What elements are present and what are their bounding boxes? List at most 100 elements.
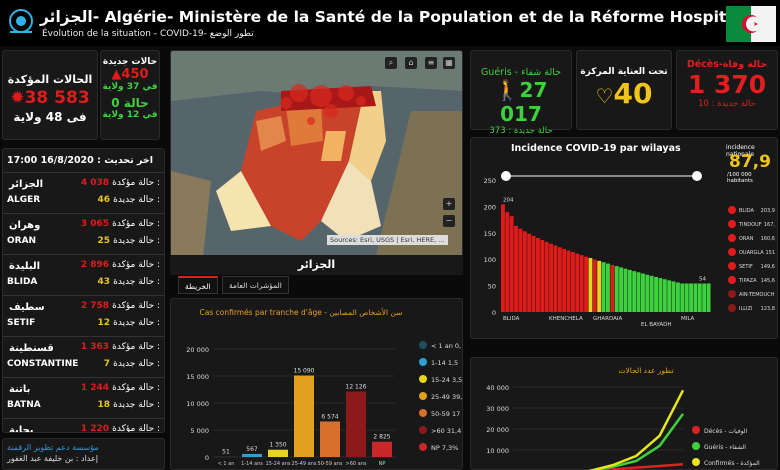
legend-swatch — [728, 276, 736, 284]
wilaya-row[interactable]: باتنة BATNA 1 244 حالة مؤكدة : 18 حالة جديد… — [3, 378, 164, 419]
legend-swatch — [728, 234, 736, 242]
age-bar-value: 12 126 — [346, 384, 367, 391]
incidence-bar — [667, 280, 672, 312]
incidence-bar — [684, 283, 689, 312]
home-icon[interactable]: ⌂ — [405, 57, 417, 69]
incidence-bar — [501, 204, 505, 312]
bar-value-label: 204 — [503, 197, 514, 203]
range-slider-handle-left — [501, 171, 511, 181]
y-tick-label: 20 000 — [186, 346, 209, 354]
incidence-bar — [654, 276, 658, 312]
wilaya-row[interactable]: قسنطينة CONSTANTINE 1 363 حالة مؤكدة : 7 حا… — [3, 337, 164, 378]
x-tick-label: KHENCHELA — [549, 316, 583, 322]
legend-swatch — [728, 304, 736, 312]
incidence-bar — [689, 283, 693, 312]
incidence-bar — [536, 237, 540, 312]
legend-swatch — [419, 358, 427, 366]
incidence-legend-name: TIPAZA — [738, 278, 757, 284]
map-view[interactable]: ⌕ ⌂ ≡ ▦ + − Sources: Esri, USGS | Esri, … — [170, 50, 463, 275]
zoom-out-icon[interactable]: − — [443, 215, 455, 227]
incidence-bar — [645, 274, 650, 312]
wilaya-name-ar: البليدة — [9, 261, 41, 272]
zoom-in-icon[interactable]: + — [443, 198, 455, 210]
legend-swatch — [419, 341, 427, 349]
tab-indicators[interactable]: المؤشرات العامة — [222, 276, 289, 294]
y-tick-label: 50 — [488, 283, 496, 291]
age-legend-label: 1-14 1,5 — [431, 359, 458, 367]
y-tick-label: 15 000 — [186, 373, 209, 381]
incidence-legend-value: 167, — [764, 222, 776, 228]
wilaya-list[interactable]: اخر تحديث : 16/8/2020 17:00 الجزائر ALGER… — [2, 148, 165, 433]
age-bar — [320, 421, 340, 457]
incidence-bar — [588, 258, 593, 312]
wilaya-row[interactable]: بجايةBEJAIA1 220 حالة مؤكدة : — [3, 419, 164, 432]
evolution-legend-label: Décès - الوفيات — [704, 428, 748, 435]
legend-swatch — [692, 426, 700, 434]
incidence-bar — [706, 283, 711, 312]
confirmed-label: الحالات المؤكدة — [7, 73, 93, 86]
wilaya-confirmed-value: 4 038 — [80, 178, 113, 188]
deaths-value: 1 370 — [687, 70, 767, 99]
incidence-legend-value: 203,9 — [761, 208, 775, 214]
wilaya-confirmed: 1 363 حالة مؤكدة : — [81, 342, 160, 352]
wilaya-name-ar: باتنة — [9, 384, 31, 395]
incidence-bar — [566, 250, 571, 312]
wilaya-row[interactable]: سطيف SETIF 2 758 حالة مؤكدة : 12 حالة جديدة… — [3, 296, 164, 337]
y-tick-label: 250 — [484, 177, 496, 185]
wilaya-new-value: 12 — [97, 318, 114, 328]
y-tick-label: 10 000 — [486, 447, 509, 455]
wilaya-row[interactable]: وهران ORAN 3 065 حالة مؤكدة : 25 حالة جديدة… — [3, 214, 164, 255]
wilaya-new-value: 7 — [103, 359, 114, 369]
last-update: اخر تحديث : 16/8/2020 17:00 — [3, 149, 164, 173]
algeria-flag-icon — [726, 6, 776, 42]
incidence-bar — [680, 283, 685, 312]
wilaya-new: 7 حالة جديدة : — [104, 359, 160, 369]
incidence-legend-name: SETIF — [739, 264, 753, 270]
incidence-legend-value: 151 — [765, 250, 775, 256]
incidence-bar — [522, 231, 527, 312]
credits: مؤسسة دعم تطوير الرقمنة إعداد : بن خليفة… — [2, 438, 165, 470]
wilaya-row[interactable]: البليدة BLIDA 2 896 حالة مؤكدة : 43 حالة جد… — [3, 255, 164, 296]
wilaya-confirmed-label: حالة مؤكدة : — [112, 342, 160, 352]
wilaya-new-label: حالة جديدة : — [113, 359, 160, 369]
zero-cases-wilayas: في 12 ولاية — [102, 110, 158, 120]
incidence-bar — [610, 264, 615, 312]
wilaya-confirmed-value: 2 758 — [80, 301, 113, 311]
credits-author: إعداد : بن خليفة عبد الغفور — [7, 454, 98, 463]
incidence-legend-name: BLIDA — [739, 208, 754, 214]
wilaya-row[interactable]: الجزائر ALGER 4 038 حالة مؤكدة : 46 حالة جد… — [3, 173, 164, 214]
age-bar — [372, 441, 392, 457]
search-icon[interactable]: ⌕ — [385, 57, 397, 69]
incidence-bar — [579, 255, 584, 312]
incidence-bar — [575, 253, 580, 312]
age-bar-value: 6 574 — [321, 414, 338, 421]
wilaya-name-fr: BATNA — [7, 400, 41, 410]
y-tick-label: 10 000 — [186, 400, 209, 408]
y-tick-label: 200 — [484, 203, 496, 211]
wilaya-name-ar: سطيف — [9, 302, 45, 313]
incidence-legend-name: AIN-TEMOUCH — [739, 292, 775, 298]
wilaya-confirmed-value: 1 363 — [80, 342, 113, 352]
layers-icon[interactable]: ≡ — [425, 57, 437, 69]
incidence-chart: 250 200 150 100 50 0 204 54 BLIDA KHENCHELA GHARDA… — [484, 171, 776, 328]
legend-swatch — [419, 443, 427, 451]
tab-map[interactable]: الخريطة — [178, 276, 218, 294]
incidence-legend-value: 149,6 — [761, 264, 775, 270]
legend-swatch — [419, 392, 427, 400]
bar-value-label: 54 — [699, 276, 706, 282]
wilaya-name-ar: الجزائر — [9, 179, 44, 190]
age-bar-value: 51 — [222, 449, 230, 456]
new-cases-value: 450 — [121, 67, 149, 82]
incidence-bar — [540, 240, 545, 312]
x-tick-label: GHARDAIA — [593, 316, 623, 322]
legend-swatch — [692, 458, 700, 466]
age-legend-label: 15-24 3,5 — [431, 376, 462, 384]
page-title: الجزائر- Algérie- Ministère de la Santé … — [40, 8, 777, 26]
age-x-tick: 50-59 ans — [318, 461, 343, 467]
incidence-legend-name: TINDOUF — [738, 222, 762, 228]
incidence-bar — [632, 271, 637, 312]
wilaya-name-ar: قسنطينة — [9, 343, 54, 354]
series-line — [589, 413, 685, 470]
wilaya-new-value: 25 — [97, 236, 114, 246]
basemap-icon[interactable]: ▦ — [443, 57, 455, 69]
